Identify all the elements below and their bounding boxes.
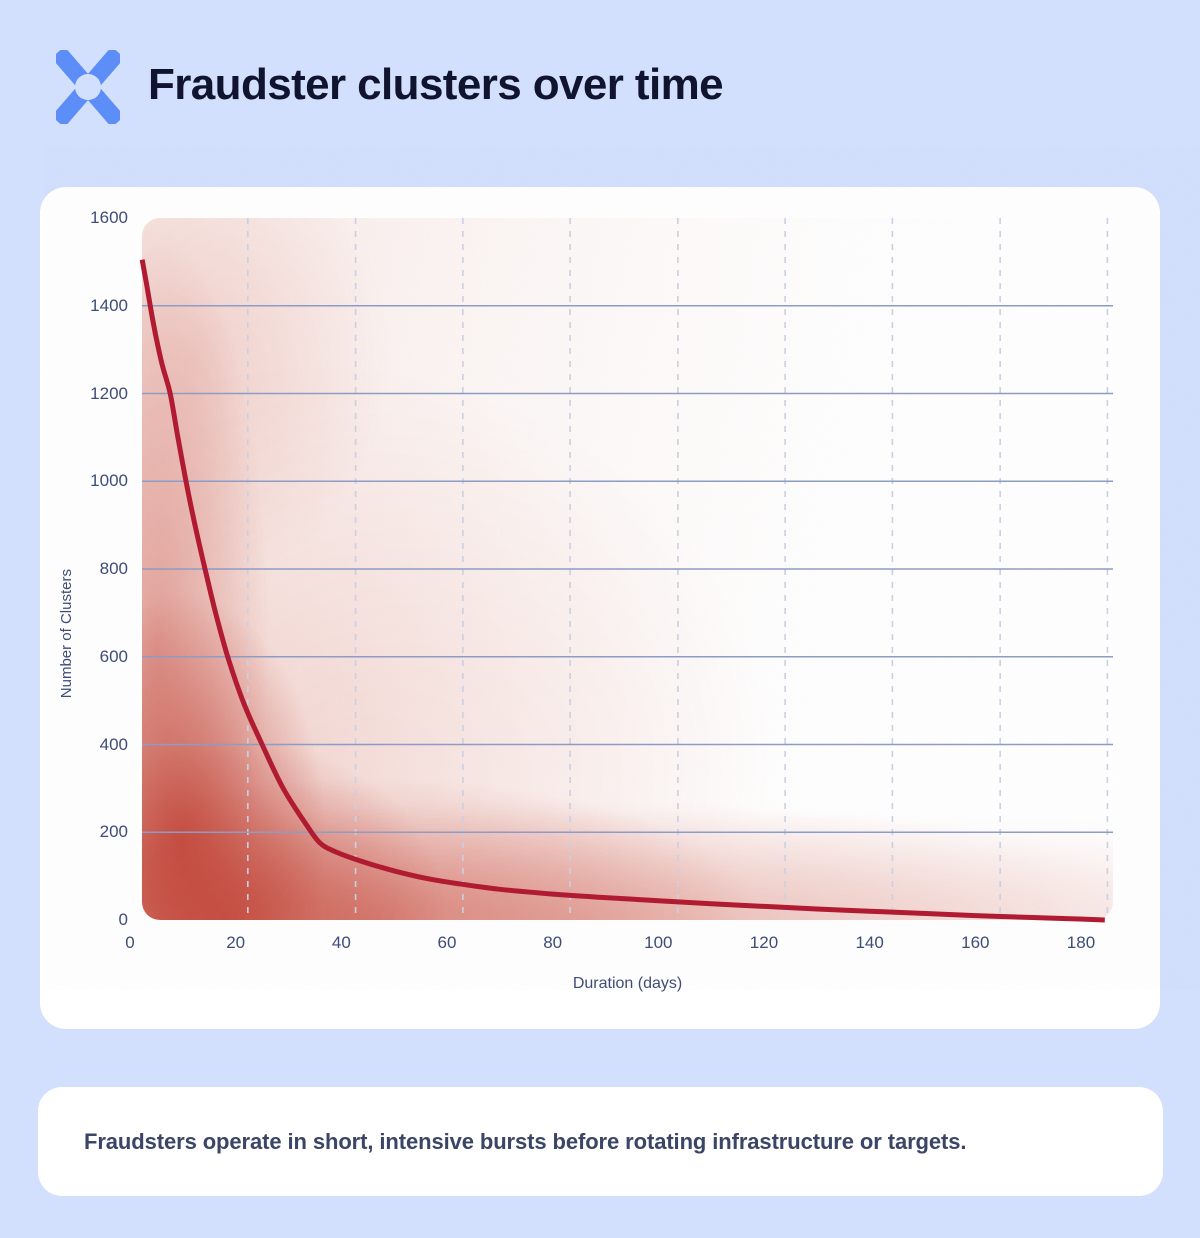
- x-tick-label: 120: [749, 933, 779, 952]
- caption-text: Fraudsters operate in short, intensive b…: [84, 1128, 967, 1154]
- y-tick-label: 400: [99, 734, 128, 754]
- x-tick-label: 160: [961, 933, 990, 952]
- y-tick-label: 600: [99, 646, 128, 666]
- x-tick-label: 80: [543, 933, 563, 952]
- caption-card: Fraudsters operate in short, intensive b…: [38, 1087, 1163, 1196]
- x-mark-logo-icon: [56, 50, 120, 124]
- clusters-trend-line: [139, 259, 1105, 923]
- x-axis-title: Duration (days): [572, 975, 683, 992]
- x-tick-label: 60: [437, 933, 457, 952]
- x-axis-tick-labels: 0 20 40 60 80 100 120 140 160 180: [125, 933, 1113, 955]
- x-tick-label: 140: [855, 933, 884, 952]
- x-tick-label: 0: [125, 933, 135, 952]
- chart-card: Number of Clusters 0 200 400 600 800 1000 1200…: [40, 187, 1160, 1029]
- y-tick-label: 1000: [90, 471, 128, 491]
- y-tick-label: 1600: [90, 208, 128, 227]
- x-tick-label: 100: [644, 933, 673, 952]
- x-tick-label: 180: [1066, 933, 1096, 952]
- y-tick-label: 1200: [90, 383, 128, 403]
- y-tick-label: 200: [99, 822, 128, 842]
- line-chart-svg: [139, 218, 1113, 923]
- page-title: Fraudster clusters over time: [148, 60, 724, 109]
- plot-area: [139, 218, 1113, 923]
- x-tick-label: 20: [226, 933, 246, 952]
- y-tick-label: 1400: [90, 295, 128, 315]
- y-tick-label: 0: [118, 910, 128, 929]
- y-tick-label: 800: [99, 559, 128, 578]
- x-tick-label: 40: [331, 933, 351, 952]
- y-axis-tick-labels: 0 200 400 600 800 1000 1200 1400 1600: [40, 208, 128, 929]
